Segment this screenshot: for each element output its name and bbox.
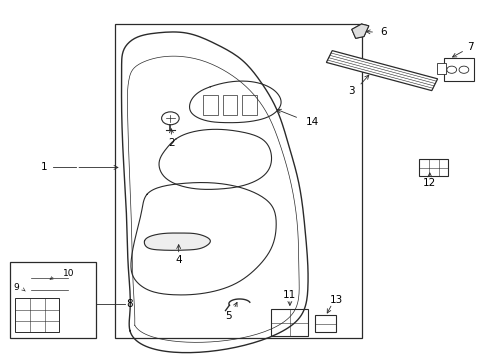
Text: 1: 1 xyxy=(41,162,48,172)
Text: 14: 14 xyxy=(305,117,318,127)
Text: 11: 11 xyxy=(283,291,296,301)
Polygon shape xyxy=(144,233,210,250)
Bar xyxy=(203,95,217,115)
Bar xyxy=(315,315,335,332)
Text: 3: 3 xyxy=(348,86,354,96)
Bar xyxy=(222,95,237,115)
Bar xyxy=(444,58,473,81)
Bar xyxy=(436,63,445,75)
Bar xyxy=(31,278,68,290)
Text: 6: 6 xyxy=(379,27,386,37)
Bar xyxy=(242,95,256,115)
Polygon shape xyxy=(325,51,437,91)
Text: 4: 4 xyxy=(175,255,182,265)
Bar xyxy=(10,262,96,338)
Text: 2: 2 xyxy=(168,138,174,148)
Bar xyxy=(271,309,307,336)
Bar xyxy=(15,298,59,332)
Text: 5: 5 xyxy=(225,311,232,320)
Bar xyxy=(418,159,447,176)
Polygon shape xyxy=(351,24,368,39)
Polygon shape xyxy=(351,24,368,39)
Text: 7: 7 xyxy=(467,42,473,52)
Text: 12: 12 xyxy=(422,177,435,188)
Text: 13: 13 xyxy=(329,295,342,305)
Bar xyxy=(115,24,361,338)
Text: 10: 10 xyxy=(63,269,75,278)
Text: 9: 9 xyxy=(13,283,19,292)
Text: 8: 8 xyxy=(126,299,132,309)
